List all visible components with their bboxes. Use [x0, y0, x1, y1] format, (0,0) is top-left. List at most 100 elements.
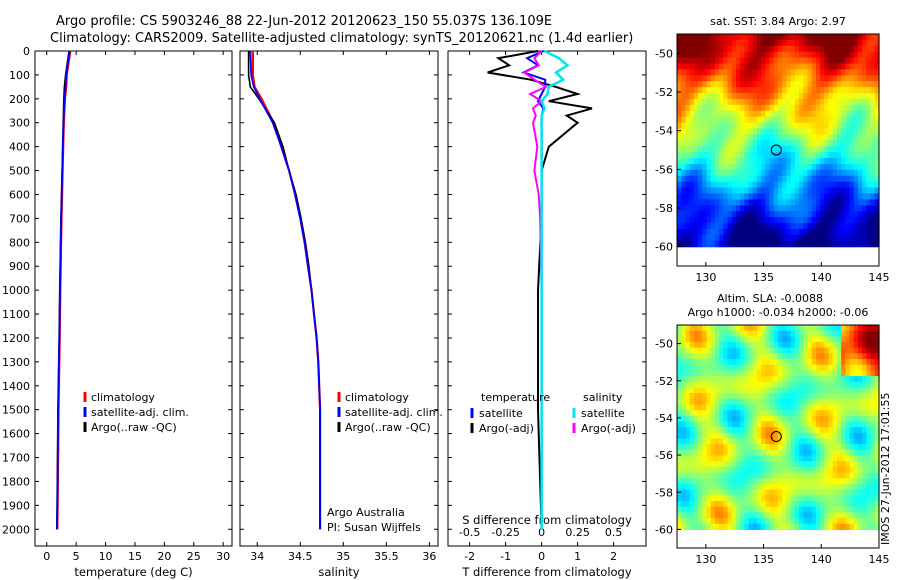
- map-cell: [685, 427, 691, 434]
- map-cell: [799, 347, 804, 354]
- map-cell: [782, 69, 788, 76]
- map-cell: [735, 381, 741, 389]
- map-cell: [773, 63, 779, 71]
- map-cell: [778, 116, 783, 124]
- y-tick-label: -56: [655, 163, 673, 176]
- map-cell: [866, 359, 872, 366]
- map-cell: [727, 342, 733, 349]
- map-cell: [862, 444, 867, 451]
- map-cell: [740, 181, 745, 189]
- map-cell: [706, 495, 712, 502]
- map-cell: [849, 432, 855, 440]
- map-cell: [693, 506, 699, 513]
- map-cell: [832, 506, 838, 513]
- map-cell: [836, 181, 842, 189]
- map-cell: [761, 438, 766, 445]
- map-cell: [786, 193, 792, 201]
- map-cell: [824, 240, 830, 248]
- y-tick-label: -58: [655, 486, 673, 499]
- map-cell: [765, 398, 771, 406]
- map-cell: [698, 217, 703, 224]
- map-cell: [719, 217, 724, 224]
- map-cell: [677, 410, 682, 417]
- map-cell: [811, 45, 817, 53]
- map-cell: [769, 122, 775, 130]
- map-cell: [845, 211, 851, 218]
- map-cell: [820, 234, 825, 242]
- map-cell: [731, 342, 737, 349]
- map-cell: [862, 128, 867, 136]
- map-cell: [836, 518, 842, 525]
- map-cell: [769, 410, 775, 417]
- map-cell: [761, 169, 766, 177]
- map-cell: [820, 34, 825, 41]
- map-cell: [719, 370, 724, 377]
- map-cell: [685, 205, 691, 212]
- map-cell: [702, 140, 708, 147]
- map-cell: [710, 34, 716, 41]
- map-cell: [693, 98, 699, 106]
- map-cell: [706, 104, 712, 112]
- map-cell: [794, 506, 800, 513]
- map-cell: [790, 34, 796, 41]
- map-cell: [681, 199, 687, 206]
- map-cell: [794, 122, 800, 130]
- map-cell: [706, 34, 712, 41]
- map-cell: [815, 116, 821, 124]
- map-cell: [756, 75, 762, 82]
- map-cell: [765, 158, 771, 165]
- map-cell: [849, 398, 855, 406]
- map-cell: [740, 169, 745, 177]
- map-cell: [740, 518, 745, 525]
- map-cell: [744, 116, 750, 124]
- map-cell: [782, 325, 788, 332]
- map-cell: [866, 146, 872, 153]
- map-cell: [689, 501, 695, 508]
- map-cell: [836, 342, 842, 349]
- map-cell: [803, 223, 809, 230]
- map-cell: [841, 393, 846, 400]
- map-cell: [714, 152, 720, 159]
- map-cell: [782, 512, 788, 519]
- map-cell: [677, 87, 682, 94]
- map-cell: [828, 438, 834, 445]
- map-cell: [685, 110, 691, 118]
- map-cell: [807, 489, 813, 496]
- map-cell: [698, 240, 703, 248]
- map-cell: [874, 205, 880, 212]
- map-cell: [782, 169, 788, 177]
- map-cell: [710, 359, 716, 366]
- map-cell: [714, 234, 720, 242]
- map-cell: [714, 347, 720, 354]
- map-cell: [677, 240, 682, 248]
- map-cell: [803, 152, 809, 159]
- map-cell: [756, 217, 762, 224]
- map-cell: [740, 104, 745, 112]
- map-cell: [849, 134, 855, 141]
- map-cell: [828, 483, 834, 491]
- map-cell: [677, 444, 682, 451]
- map-cell: [756, 158, 762, 165]
- map-cell: [693, 211, 699, 218]
- map-cell: [832, 163, 838, 171]
- map-cell: [778, 347, 783, 354]
- map-cell: [681, 205, 687, 212]
- map-cell: [744, 187, 750, 195]
- map-cell: [677, 501, 682, 508]
- map-cell: [778, 466, 783, 474]
- map-cell: [727, 370, 733, 377]
- map-cell: [849, 342, 855, 349]
- map-cell: [786, 347, 792, 354]
- map-cell: [874, 134, 880, 141]
- map-cell: [841, 110, 846, 118]
- map-cell: [862, 466, 867, 474]
- map-cell: [693, 140, 699, 147]
- map-cell: [874, 512, 880, 519]
- map-cell: [799, 364, 804, 372]
- map-cell: [794, 483, 800, 491]
- map-cell: [862, 325, 867, 332]
- map-cell: [689, 427, 695, 434]
- map-cell: [735, 421, 741, 428]
- map-cell: [790, 169, 796, 177]
- map-cell: [702, 444, 708, 451]
